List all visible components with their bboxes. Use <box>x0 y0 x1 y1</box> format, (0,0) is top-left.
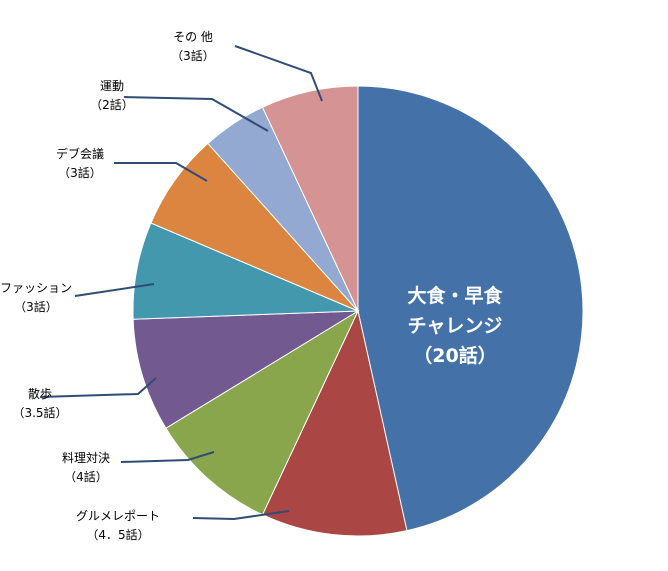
slice-label-main-challenge: 大食・早食チャレンジ （20話） <box>407 284 503 367</box>
pie-slice-cooking-battle <box>165 309 360 516</box>
leader-line-walk <box>39 377 157 398</box>
slice-label-line: （4．5話） <box>86 527 149 542</box>
leader-line-exercise <box>123 96 269 132</box>
leader-line-cooking-battle <box>120 451 215 463</box>
slice-label-line: 料理対決 <box>62 451 110 465</box>
slice-label-line: （3話） <box>14 299 58 314</box>
slice-label-line: 大食・早食 <box>407 284 503 307</box>
slice-label-other: その 他 （3話） <box>171 30 215 63</box>
slice-label-gourmet-report: グルメレポート （4．5話） <box>76 509 160 542</box>
slice-label-line: ファッション <box>0 281 72 295</box>
slice-label-line: その 他 <box>173 30 213 44</box>
leader-line-other <box>234 45 323 102</box>
slice-label-line: グルメレポート <box>76 509 160 523</box>
pie-slice-main-challenge <box>357 85 584 532</box>
slice-label-fashion: ファッション （3話） <box>0 281 72 314</box>
slice-label-line: チャレンジ <box>408 315 503 337</box>
pie-slices <box>132 85 584 537</box>
leader-lines <box>39 45 323 521</box>
pie-slice-other <box>261 85 359 312</box>
slice-label-line: （3話） <box>171 48 215 63</box>
slice-label-line: 散歩 <box>28 386 52 401</box>
slice-label-line: （2話） <box>90 97 134 112</box>
leader-line-gourmet-report <box>192 510 290 521</box>
pie-slice-gourmet-report <box>261 309 408 537</box>
slice-label-line: デブ会議 <box>56 146 104 161</box>
leader-line-fashion <box>74 283 155 297</box>
slice-label-cooking-battle: 料理対決 （4話） <box>62 451 110 484</box>
slice-label-line: （4話） <box>64 469 108 484</box>
pie-slice-walk <box>132 310 360 429</box>
leader-line-debu-meeting <box>114 162 208 182</box>
slice-label-exercise: 運動 （2話） <box>90 79 134 112</box>
slice-label-walk: 散歩 （3.5話） <box>12 386 67 420</box>
slice-label-line: （20話） <box>413 344 496 367</box>
slice-labels: 大食・早食チャレンジ （20話） グルメレポート （4．5話） 料理対決 （4話） 散歩 （3… <box>0 30 503 542</box>
slice-label-line: （3話） <box>58 165 102 180</box>
slice-label-line: 運動 <box>100 79 124 93</box>
slice-label-line: （3.5話） <box>12 405 67 420</box>
slice-label-debu-meeting: デブ会議 （3話） <box>56 146 104 180</box>
